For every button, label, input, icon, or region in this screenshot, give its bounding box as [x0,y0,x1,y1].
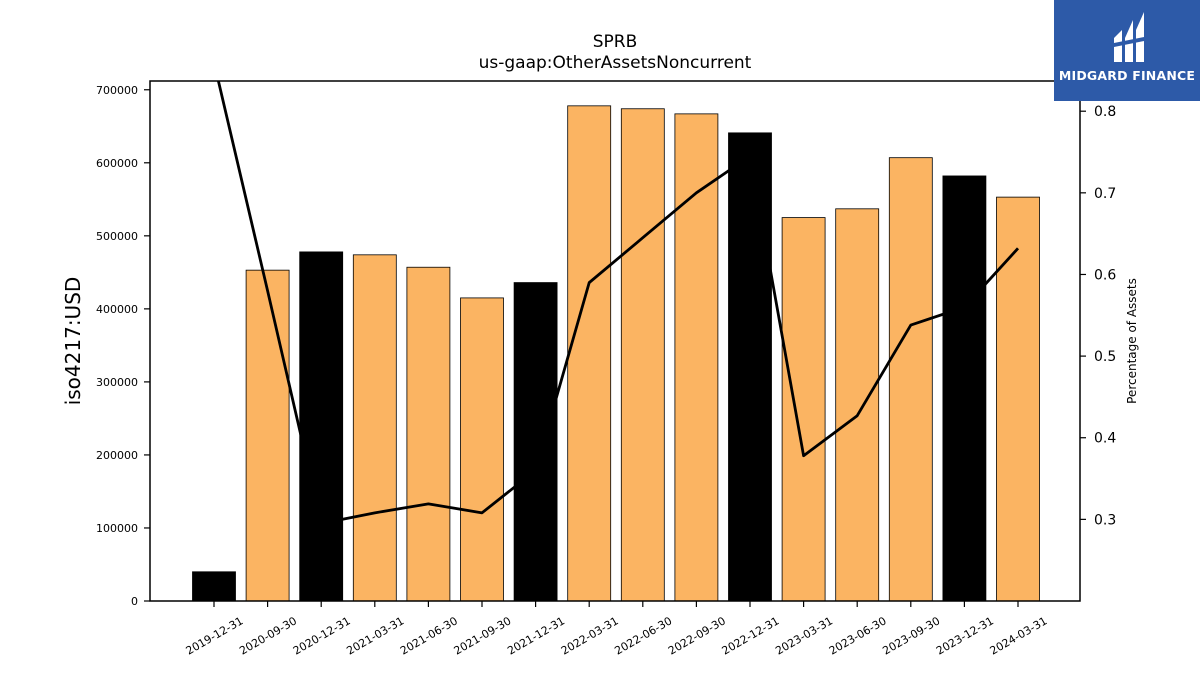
y2-tick-label: 0.6 [1094,267,1116,283]
x-tick-label: 2020-09-30 [237,614,299,657]
x-tick-label: 2022-06-30 [612,614,674,657]
bar-2022-03-31 [567,105,612,602]
bar-2020-12-31 [299,251,344,602]
y2-tick-label: 0.7 [1094,186,1116,202]
bar-2022-09-30 [674,113,719,602]
y2-tick-label: 0.8 [1094,104,1116,120]
y2-axis: 0.3 0.4 0.5 0.6 0.7 0.8 [1080,104,1116,528]
bar-2023-03-31 [781,217,826,602]
logo-mark-icon [1109,12,1149,62]
plot-frame [149,80,1081,602]
y-tick-label: 0 [131,595,138,608]
y-tick-label: 600000 [96,157,138,170]
x-tick-label: 2023-06-30 [827,614,889,657]
logo: MIDGARD FINANCE [1054,0,1200,101]
line-group [216,81,1020,525]
y-tick-label: 500000 [96,230,138,243]
bar-2021-09-30 [460,297,504,602]
chart-title: SPRB [592,32,638,52]
logo-text: MIDGARD FINANCE [1058,68,1196,83]
x-axis: 2019-12-312020-09-302020-12-312021-03-31… [184,601,1050,658]
x-tick-label: 2023-03-31 [773,614,835,657]
y-tick-label: 100000 [96,522,138,535]
bar-2019-12-31 [192,571,236,602]
x-tick-label: 2022-12-31 [720,614,782,657]
x-tick-label: 2021-03-31 [344,614,406,657]
bar-2023-06-30 [835,208,880,602]
bar-2024-03-31 [996,196,1040,602]
x-tick-label: 2019-12-31 [184,614,246,657]
bar-2020-09-30 [245,269,290,602]
bar-2023-09-30 [888,157,933,602]
bar-2022-12-31 [728,132,772,602]
y-tick-label: 700000 [96,84,138,97]
x-tick-label: 2022-09-30 [666,614,728,657]
x-tick-label: 2021-06-30 [398,614,460,657]
y2-tick-label: 0.5 [1094,349,1116,365]
line-series [216,81,1020,525]
bar-2023-12-31 [942,175,987,602]
chart-subtitle: us-gaap:OtherAssetsNoncurrent [478,53,752,73]
bars-group [192,105,1040,602]
bar-2021-12-31 [513,282,558,602]
x-tick-label: 2023-09-30 [880,614,942,657]
y2-tick-label: 0.3 [1094,512,1116,528]
y-axis-label: iso4217:USD [61,277,85,406]
x-tick-label: 2021-12-31 [505,614,567,657]
y-tick-label: 300000 [96,376,138,389]
bar-2022-06-30 [620,108,665,602]
x-tick-label: 2024-03-31 [988,614,1050,657]
y2-tick-label: 0.4 [1094,431,1116,447]
bar-2021-06-30 [406,266,451,602]
y-axis: 0 100000 200000 300000 400000 500000 600000 700… [96,84,150,608]
y2-axis-label: Percentage of Assets [1125,278,1139,404]
x-tick-label: 2023-12-31 [934,614,996,657]
bar-2021-03-31 [352,254,397,602]
y-tick-label: 400000 [96,303,138,316]
y-tick-label: 200000 [96,449,138,462]
x-tick-label: 2021-09-30 [452,614,514,657]
x-tick-label: 2020-12-31 [291,614,353,657]
x-tick-label: 2022-03-31 [559,614,621,657]
